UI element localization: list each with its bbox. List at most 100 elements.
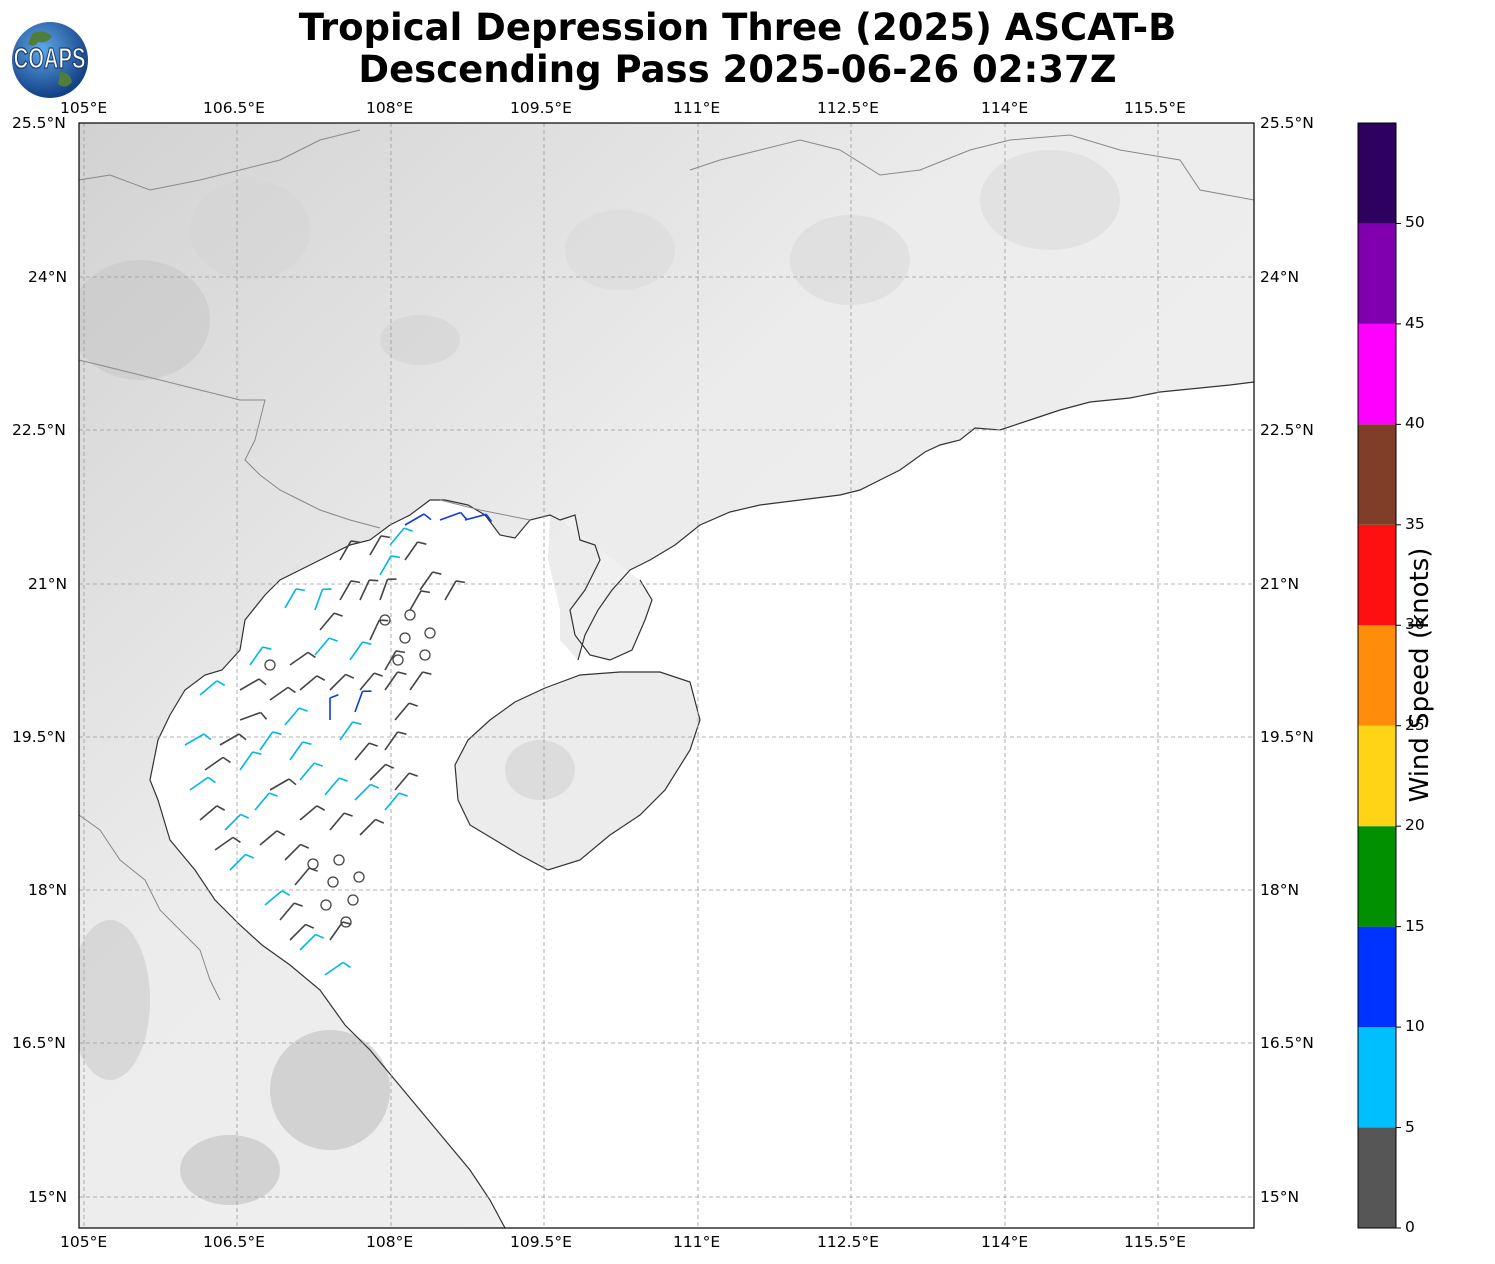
- wind-barb: [239, 751, 254, 771]
- lat-label-right-21: 21°N: [1260, 575, 1300, 593]
- wind-barb: [359, 818, 377, 836]
- wind-barb: [224, 813, 242, 831]
- wind-barb: [239, 678, 260, 691]
- lat-label-left-19-5: 19.5°N: [12, 728, 66, 746]
- lon-label-bottom-111: 111°E: [673, 1233, 721, 1251]
- wind-barb-feather: [276, 830, 286, 836]
- wind-barb-feather: [260, 711, 268, 720]
- colorbar-bin-2: [1358, 926, 1396, 1028]
- calm-wind-circle: [424, 627, 436, 639]
- lat-label-left-16-5: 16.5°N: [12, 1034, 66, 1052]
- wind-barb-feather: [302, 741, 312, 745]
- wind-barb: [324, 961, 344, 976]
- wind-barb: [254, 792, 270, 811]
- wind-barb-feather: [308, 867, 318, 872]
- wind-barb: [199, 805, 218, 821]
- wind-barb: [279, 902, 295, 921]
- lon-label-bottom-106-5: 106.5°E: [203, 1233, 265, 1251]
- colorbar-bin-6: [1358, 524, 1396, 626]
- wind-barb: [214, 836, 234, 851]
- wind-barb: [394, 702, 410, 721]
- colorbar-bin-3: [1358, 826, 1396, 927]
- lon-label-top-111: 111°E: [673, 99, 721, 117]
- calm-wind-circle: [320, 899, 332, 911]
- plot-title-line2: Descending Pass 2025-06-26 02:37Z: [358, 48, 1117, 91]
- wind-barb-feather: [252, 751, 262, 755]
- colorbar-tick-label-35: 35: [1405, 514, 1425, 533]
- wind-barb-feather: [423, 513, 432, 521]
- wind-barb-feather: [368, 742, 378, 747]
- wind-barb: [369, 535, 382, 556]
- lat-label-right-18: 18°N: [1260, 881, 1300, 899]
- wind-barb-feather: [333, 612, 343, 617]
- wind-barb: [219, 733, 240, 746]
- lat-label-left-24: 24°N: [28, 268, 68, 286]
- colorbar-tick-label-25: 25: [1405, 715, 1425, 734]
- lat-label-right-25-5: 25.5°N: [1260, 114, 1314, 132]
- calm-wind-circle: [419, 649, 431, 661]
- wind-barb: [259, 731, 274, 751]
- wind-barb-feather: [238, 733, 247, 741]
- wind-barb-feather: [329, 694, 339, 699]
- colorbar-tick-label-15: 15: [1405, 916, 1425, 935]
- colorbar-bin-5: [1358, 625, 1396, 726]
- lon-label-bottom-114: 114°E: [981, 1233, 1029, 1251]
- colorbar-bin-9: [1358, 223, 1396, 324]
- wind-barb-feather: [313, 762, 323, 767]
- wind-barb: [359, 672, 375, 691]
- wind-barb-feather: [422, 671, 432, 675]
- lon-label-top-106-5: 106.5°E: [203, 99, 265, 117]
- wind-barb-feather: [395, 650, 406, 654]
- wind-barb-feather: [370, 783, 380, 789]
- wind-barb-feather: [432, 571, 442, 575]
- wind-barb: [204, 756, 224, 771]
- wind-barb-feather: [342, 921, 352, 925]
- calm-wind-circle: [399, 632, 411, 644]
- coaps-logo-icon: COAPS: [12, 22, 88, 98]
- wind-barb-feather: [281, 890, 291, 896]
- wind-barb: [354, 691, 364, 713]
- colorbar-tick-label-10: 10: [1405, 1017, 1425, 1036]
- wind-barb: [339, 580, 352, 601]
- wind-barb: [324, 777, 340, 796]
- wind-barb: [409, 671, 424, 691]
- wind-barb-feather: [268, 792, 278, 797]
- wind-barb: [339, 721, 354, 741]
- lon-label-top-112-5: 112.5°E: [817, 99, 879, 117]
- wind-barb: [184, 733, 205, 746]
- wind-barb-feather: [420, 590, 431, 594]
- wind-barb: [289, 651, 309, 666]
- wind-barb-feather: [258, 678, 267, 686]
- lon-label-bottom-115-5: 115.5°E: [1124, 1233, 1186, 1251]
- lon-label-top-109-5: 109.5°E: [510, 99, 572, 117]
- wind-barb-feather: [373, 672, 383, 677]
- logo-text: COAPS: [14, 44, 86, 75]
- wind-barb: [404, 541, 419, 561]
- wind-barb: [249, 646, 264, 666]
- gridlines: [79, 123, 1254, 1228]
- wind-barb-feather: [305, 923, 315, 929]
- wind-barb: [339, 540, 352, 561]
- wind-barb-feather: [203, 733, 212, 741]
- wind-barb: [394, 772, 410, 791]
- lon-label-top-114: 114°E: [981, 99, 1029, 117]
- calm-wind-circle: [353, 871, 365, 883]
- wind-barb: [329, 812, 345, 831]
- wind-barb-feather: [328, 637, 338, 642]
- wind-barb: [354, 783, 372, 801]
- colorbar-bin-10: [1358, 123, 1396, 224]
- lat-label-left-21: 21°N: [28, 575, 68, 593]
- wind-barb-feather: [408, 702, 418, 707]
- wind-barb: [299, 675, 318, 691]
- wind-barb-feather: [342, 961, 351, 969]
- lon-label-bottom-108: 108°E: [366, 1233, 414, 1251]
- colorbar-tick-label-45: 45: [1405, 313, 1425, 332]
- colorbar-frame: [1357, 122, 1397, 1229]
- wind-barb-feather: [397, 731, 407, 735]
- colorbar-tick-label-0: 0: [1405, 1218, 1415, 1236]
- wind-barb-feather: [455, 580, 466, 584]
- colorbar-tick-label-5: 5: [1405, 1117, 1415, 1136]
- wind-barb: [379, 555, 392, 576]
- wind-barb-feather: [307, 651, 316, 659]
